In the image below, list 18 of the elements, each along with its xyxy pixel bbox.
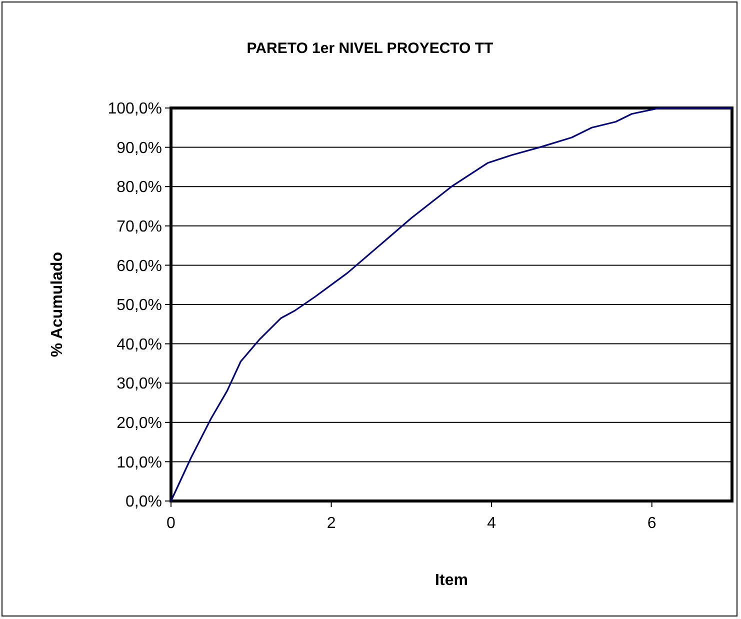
y-tick-label: 30,0% [116,376,162,393]
y-tick-label: 50,0% [116,297,162,314]
x-axis-title: Item [435,572,468,589]
y-tick-label: 90,0% [116,140,162,157]
y-tick-label: 60,0% [116,258,162,275]
y-tick-label: 0,0% [126,494,162,511]
chart-title: PARETO 1er NIVEL PROYECTO TT [246,40,494,57]
x-tick-label: 6 [647,515,656,532]
y-tick-label: 10,0% [116,454,162,472]
x-tick-label: 2 [326,515,336,532]
y-tick-label: 40,0% [116,336,162,354]
y-tick-label: 70,0% [116,218,162,236]
y-tick-label: 20,0% [116,415,162,432]
y-axis-title: % Acumulado [49,252,66,358]
x-tick-label: 0 [166,515,176,532]
y-tick-label: 80,0% [116,179,162,196]
y-tick-label: 100,0% [108,100,162,118]
x-tick-label: 4 [487,515,496,532]
